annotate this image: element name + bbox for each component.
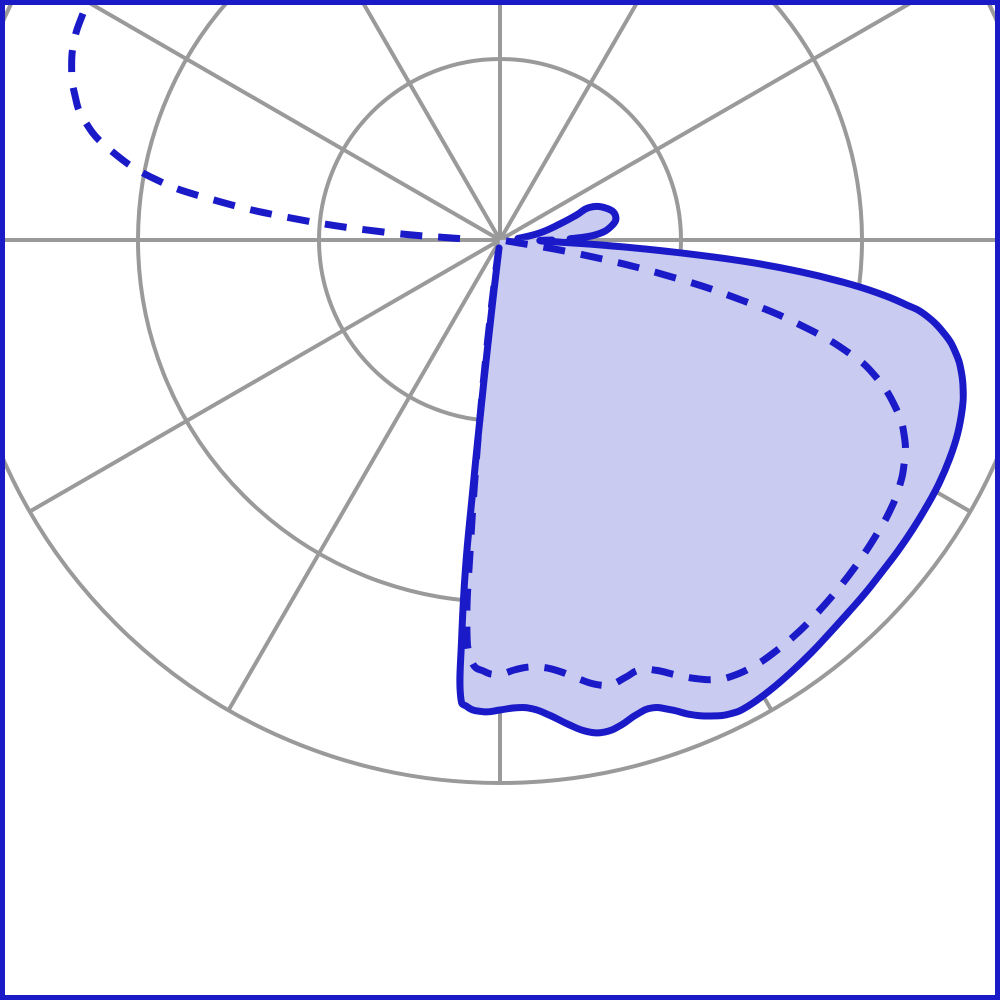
grid-spoke-150: [28, 238, 501, 514]
series-line-dashed-0: [463, 237, 909, 689]
polar-series-group: [68, 0, 967, 737]
series-line-solid-0: [514, 202, 620, 243]
series-fill-0-1: [459, 239, 964, 733]
grid-spoke-330: [498, 0, 920, 242]
series-line-solid-1: [456, 236, 967, 737]
grid-spoke-210: [80, 0, 501, 242]
series-line-dashed-1: [68, 0, 461, 243]
series-fill-0-0: [500, 206, 616, 240]
grid-spoke-120: [226, 238, 502, 712]
